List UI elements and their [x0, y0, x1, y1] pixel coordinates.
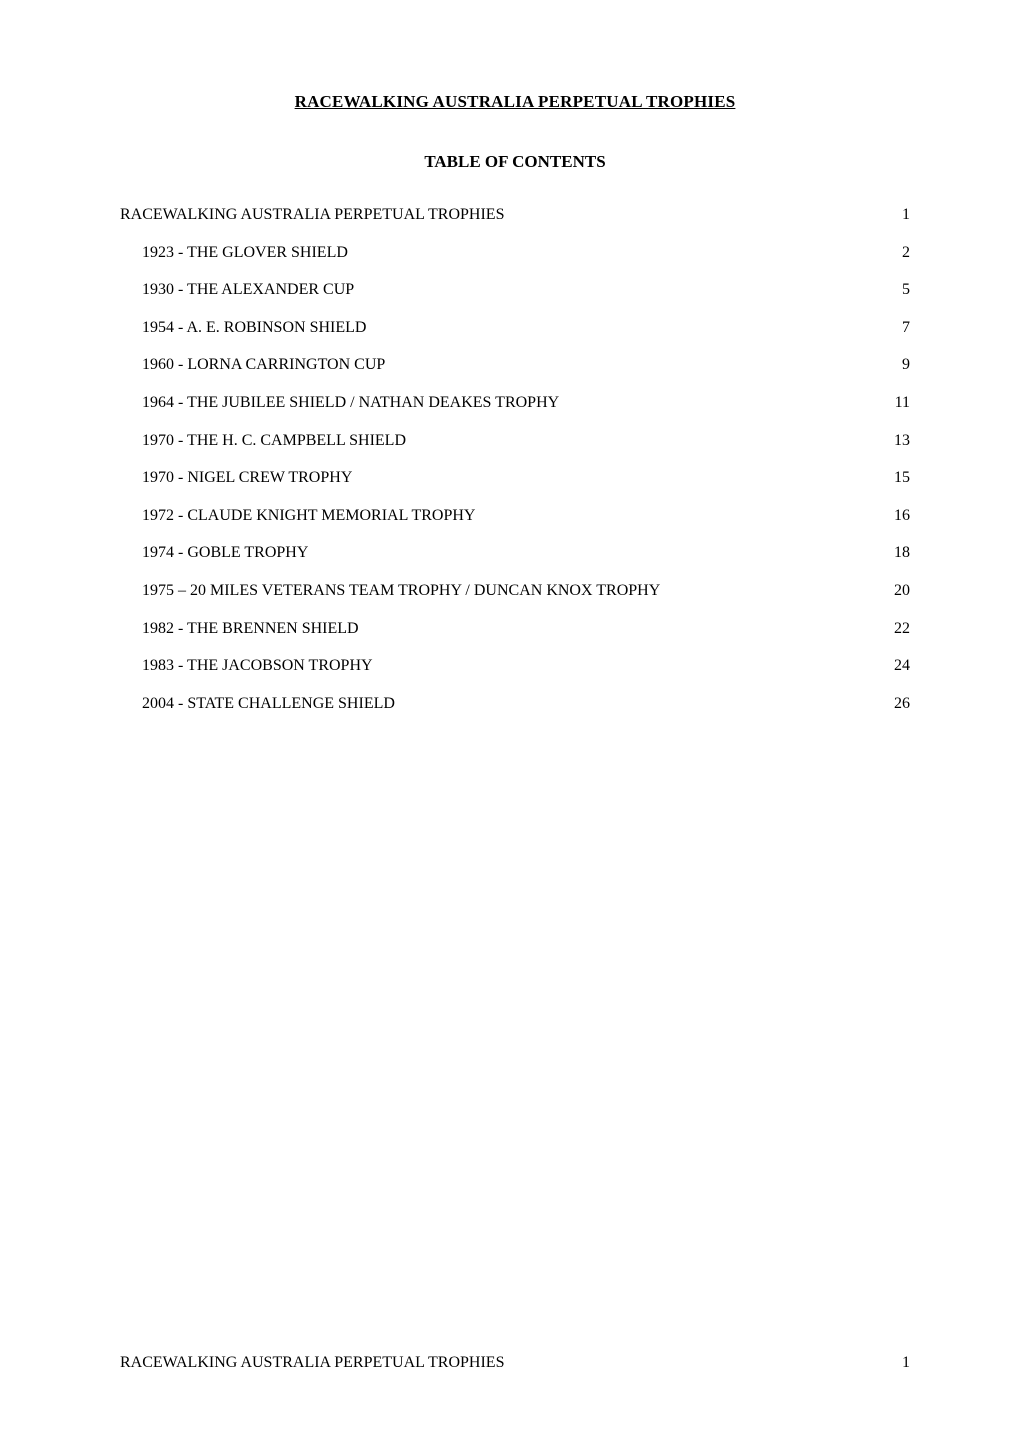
- toc-entry-page: 13: [888, 428, 910, 454]
- toc-entry-page: 5: [888, 277, 910, 303]
- toc-entry-label: 2004 - STATE CHALLENGE SHIELD: [142, 691, 395, 717]
- document-title: RACEWALKING AUSTRALIA PERPETUAL TROPHIES: [120, 92, 910, 112]
- toc-entry-page: 1: [888, 202, 910, 228]
- toc-entry-label: 1970 - THE H. C. CAMPBELL SHIELD: [142, 428, 406, 454]
- toc-entry-page: 15: [888, 465, 910, 491]
- toc-entry-page: 9: [888, 352, 910, 378]
- toc-entry: 1972 - CLAUDE KNIGHT MEMORIAL TROPHY 16: [120, 503, 910, 529]
- toc-entry: 1923 - THE GLOVER SHIELD 2: [120, 240, 910, 266]
- toc-heading: TABLE OF CONTENTS: [120, 152, 910, 172]
- toc-entry-page: 11: [888, 390, 910, 416]
- toc-entry-page: 7: [888, 315, 910, 341]
- toc-entry: 1960 - LORNA CARRINGTON CUP 9: [120, 352, 910, 378]
- toc-entry-label: 1983 - THE JACOBSON TROPHY: [142, 653, 373, 679]
- toc-entry-page: 20: [888, 578, 910, 604]
- toc-entry-label: 1972 - CLAUDE KNIGHT MEMORIAL TROPHY: [142, 503, 475, 529]
- toc-entry-page: 26: [888, 691, 910, 717]
- toc-entry-page: 2: [888, 240, 910, 266]
- table-of-contents: RACEWALKING AUSTRALIA PERPETUAL TROPHIES…: [120, 202, 910, 716]
- toc-entry: RACEWALKING AUSTRALIA PERPETUAL TROPHIES…: [120, 202, 910, 228]
- toc-entry: 1982 - THE BRENNEN SHIELD 22: [120, 616, 910, 642]
- toc-entry-label: 1960 - LORNA CARRINGTON CUP: [142, 352, 385, 378]
- toc-entry-page: 22: [888, 616, 910, 642]
- toc-entry-label: 1930 - THE ALEXANDER CUP: [142, 277, 354, 303]
- footer-page-number: 1: [902, 1354, 910, 1372]
- toc-entry-label: 1970 - NIGEL CREW TROPHY: [142, 465, 352, 491]
- toc-entry-label: 1923 - THE GLOVER SHIELD: [142, 240, 348, 266]
- footer-left-text: RACEWALKING AUSTRALIA PERPETUAL TROPHIES: [120, 1354, 504, 1372]
- toc-entry-page: 16: [888, 503, 910, 529]
- toc-entry: 1974 - GOBLE TROPHY 18: [120, 540, 910, 566]
- toc-entry-label: 1982 - THE BRENNEN SHIELD: [142, 616, 359, 642]
- toc-entry: 1970 - NIGEL CREW TROPHY 15: [120, 465, 910, 491]
- toc-entry: 1970 - THE H. C. CAMPBELL SHIELD 13: [120, 428, 910, 454]
- toc-entry-label: 1975 – 20 MILES VETERANS TEAM TROPHY / D…: [142, 578, 660, 604]
- toc-entry-label: 1974 - GOBLE TROPHY: [142, 540, 308, 566]
- toc-entry: 1975 – 20 MILES VETERANS TEAM TROPHY / D…: [120, 578, 910, 604]
- page-footer: RACEWALKING AUSTRALIA PERPETUAL TROPHIES…: [120, 1354, 910, 1372]
- toc-entry: 1983 - THE JACOBSON TROPHY 24: [120, 653, 910, 679]
- toc-entry: 1954 - A. E. ROBINSON SHIELD 7: [120, 315, 910, 341]
- document-page: RACEWALKING AUSTRALIA PERPETUAL TROPHIES…: [0, 0, 1020, 1442]
- toc-entry-page: 24: [888, 653, 910, 679]
- toc-entry-label: 1964 - THE JUBILEE SHIELD / NATHAN DEAKE…: [142, 390, 559, 416]
- toc-entry: 2004 - STATE CHALLENGE SHIELD 26: [120, 691, 910, 717]
- toc-entry-label: 1954 - A. E. ROBINSON SHIELD: [142, 315, 366, 341]
- toc-entry-page: 18: [888, 540, 910, 566]
- toc-entry: 1930 - THE ALEXANDER CUP 5: [120, 277, 910, 303]
- toc-entry: 1964 - THE JUBILEE SHIELD / NATHAN DEAKE…: [120, 390, 910, 416]
- toc-entry-label: RACEWALKING AUSTRALIA PERPETUAL TROPHIES: [120, 202, 504, 228]
